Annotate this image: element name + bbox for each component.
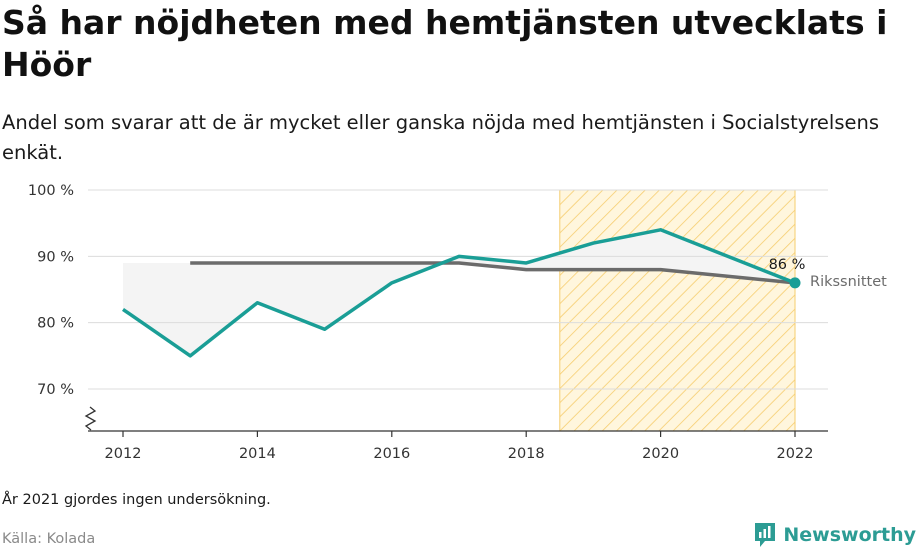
x-tick-label: 2012 bbox=[105, 446, 142, 462]
y-tick-label: 80 % bbox=[37, 316, 74, 332]
series-endpoint-hoor bbox=[789, 277, 801, 289]
axis-break-icon bbox=[84, 406, 97, 431]
highlight-period-stripes bbox=[559, 190, 795, 431]
series-line-hoor bbox=[122, 228, 796, 358]
series-line-rikssnittet bbox=[190, 261, 796, 285]
brand-name: Newsworthy bbox=[783, 524, 916, 546]
x-tick-label: 2016 bbox=[373, 446, 410, 462]
source-note: Källa: Kolada bbox=[2, 531, 96, 547]
footnote: År 2021 gjordes ingen undersökning. bbox=[2, 492, 271, 508]
x-tick-label: 2022 bbox=[777, 446, 814, 462]
x-tick-label: 2020 bbox=[642, 446, 679, 462]
chart-subtitle: Andel som svarar att de är mycket eller … bbox=[2, 111, 880, 164]
x-tick-label: 2014 bbox=[239, 446, 276, 462]
y-tick-label: 70 % bbox=[37, 382, 74, 398]
chart-title: Så har nöjdheten med hemtjänsten utveckl… bbox=[2, 3, 888, 84]
x-tick-label: 2018 bbox=[508, 446, 545, 462]
line-chart: 70 % 80 % 90 % 100 % 2012 2014 2016 2018 2020 20… bbox=[28, 183, 887, 462]
gap-area bbox=[123, 229, 795, 356]
brand-logo: Newsworthy bbox=[753, 521, 916, 549]
y-tick-label: 90 % bbox=[37, 249, 74, 265]
value-label: 86 % bbox=[769, 257, 806, 273]
newsworthy-logo-icon bbox=[755, 523, 776, 547]
series-label-rikssnittet: Rikssnittet bbox=[810, 274, 887, 290]
y-tick-label: 100 % bbox=[28, 183, 74, 199]
